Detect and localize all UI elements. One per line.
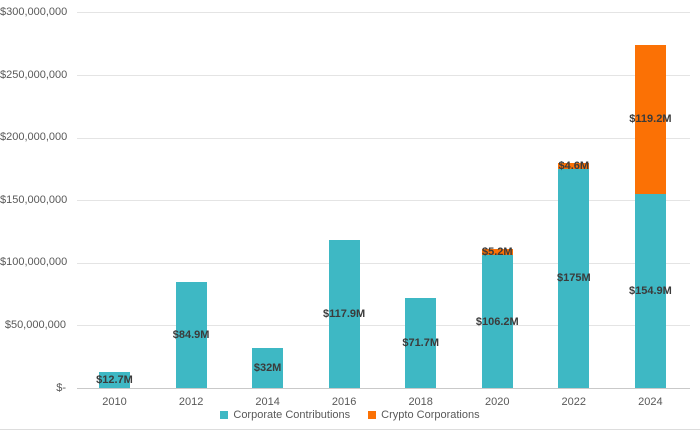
bar-segment-2020-corporate (481, 255, 513, 388)
x-axis-line (77, 388, 690, 389)
data-label-2014-corporate: $32M (253, 362, 282, 374)
data-label-2012-corporate: $84.9M (172, 328, 210, 341)
data-label-2022-corporate: $175M (556, 272, 591, 285)
data-label-2010-corporate: $12.7M (96, 374, 133, 386)
bar-segment-2016-corporate (328, 240, 360, 388)
gridline (77, 262, 690, 264)
data-label-2022-crypto: $4.6M (558, 160, 590, 172)
bar-segment-2014-corporate (252, 347, 284, 388)
x-axis-tick-label: 2020 (485, 396, 510, 408)
bar-segment-2010-corporate (99, 372, 130, 388)
bar-segment-2022-corporate (558, 168, 590, 388)
data-label-2020-crypto: $5.2M (482, 245, 513, 258)
legend-swatch-corporate-icon (220, 411, 229, 419)
legend-swatch-crypto-icon (368, 411, 377, 419)
gridline (77, 137, 690, 139)
x-axis-tick-label: 2012 (178, 396, 204, 408)
data-label-2016-corporate: $117.9M (322, 308, 366, 321)
y-axis-tick-label: $100,000,000 (0, 256, 68, 269)
legend-label-crypto: Crypto Corporations (381, 409, 480, 421)
bar-segment-2018-corporate (405, 298, 437, 388)
legend: Corporate Contributions Crypto Corporati… (0, 409, 700, 421)
legend-item-crypto-corporations: Crypto Corporations (368, 409, 480, 421)
legend-item-corporate-contributions: Corporate Contributions (220, 409, 350, 421)
y-axis-tick-label: $50,000,000 (4, 318, 66, 331)
bar-segment-2020-crypto (481, 248, 513, 255)
bar-segment-2012-corporate (175, 281, 207, 388)
x-axis-tick-label: 2022 (561, 396, 587, 408)
gridline (77, 12, 690, 14)
x-axis-tick-label: 2010 (102, 396, 127, 408)
data-label-2018-corporate: $71.7M (402, 337, 440, 350)
bar-segment-2022-crypto (558, 163, 590, 169)
x-axis-tick-label: 2014 (255, 396, 280, 408)
y-axis-tick-label: $- (56, 381, 66, 394)
y-axis-tick-label: $150,000,000 (0, 193, 68, 206)
bar-segment-2024-corporate (634, 194, 666, 388)
data-label-2024-corporate: $154.9M (628, 285, 672, 297)
y-axis-tick-label: $250,000,000 (0, 68, 68, 81)
legend-label-corporate: Corporate Contributions (233, 409, 351, 421)
gridline (77, 200, 690, 202)
y-axis-tick-label: $300,000,000 (0, 5, 68, 18)
data-label-2024-crypto: $119.2M (629, 113, 672, 126)
x-axis-tick-label: 2018 (408, 396, 433, 408)
y-axis-tick-label: $200,000,000 (0, 131, 68, 144)
data-label-2020-corporate: $106.2M (475, 315, 519, 328)
chart-bottom-border (0, 429, 700, 430)
gridline (77, 75, 690, 76)
x-axis-tick-label: 2016 (331, 396, 357, 408)
bar-segment-2024-crypto (634, 44, 666, 194)
x-axis-tick-label: 2024 (638, 396, 663, 408)
gridline (77, 325, 690, 327)
